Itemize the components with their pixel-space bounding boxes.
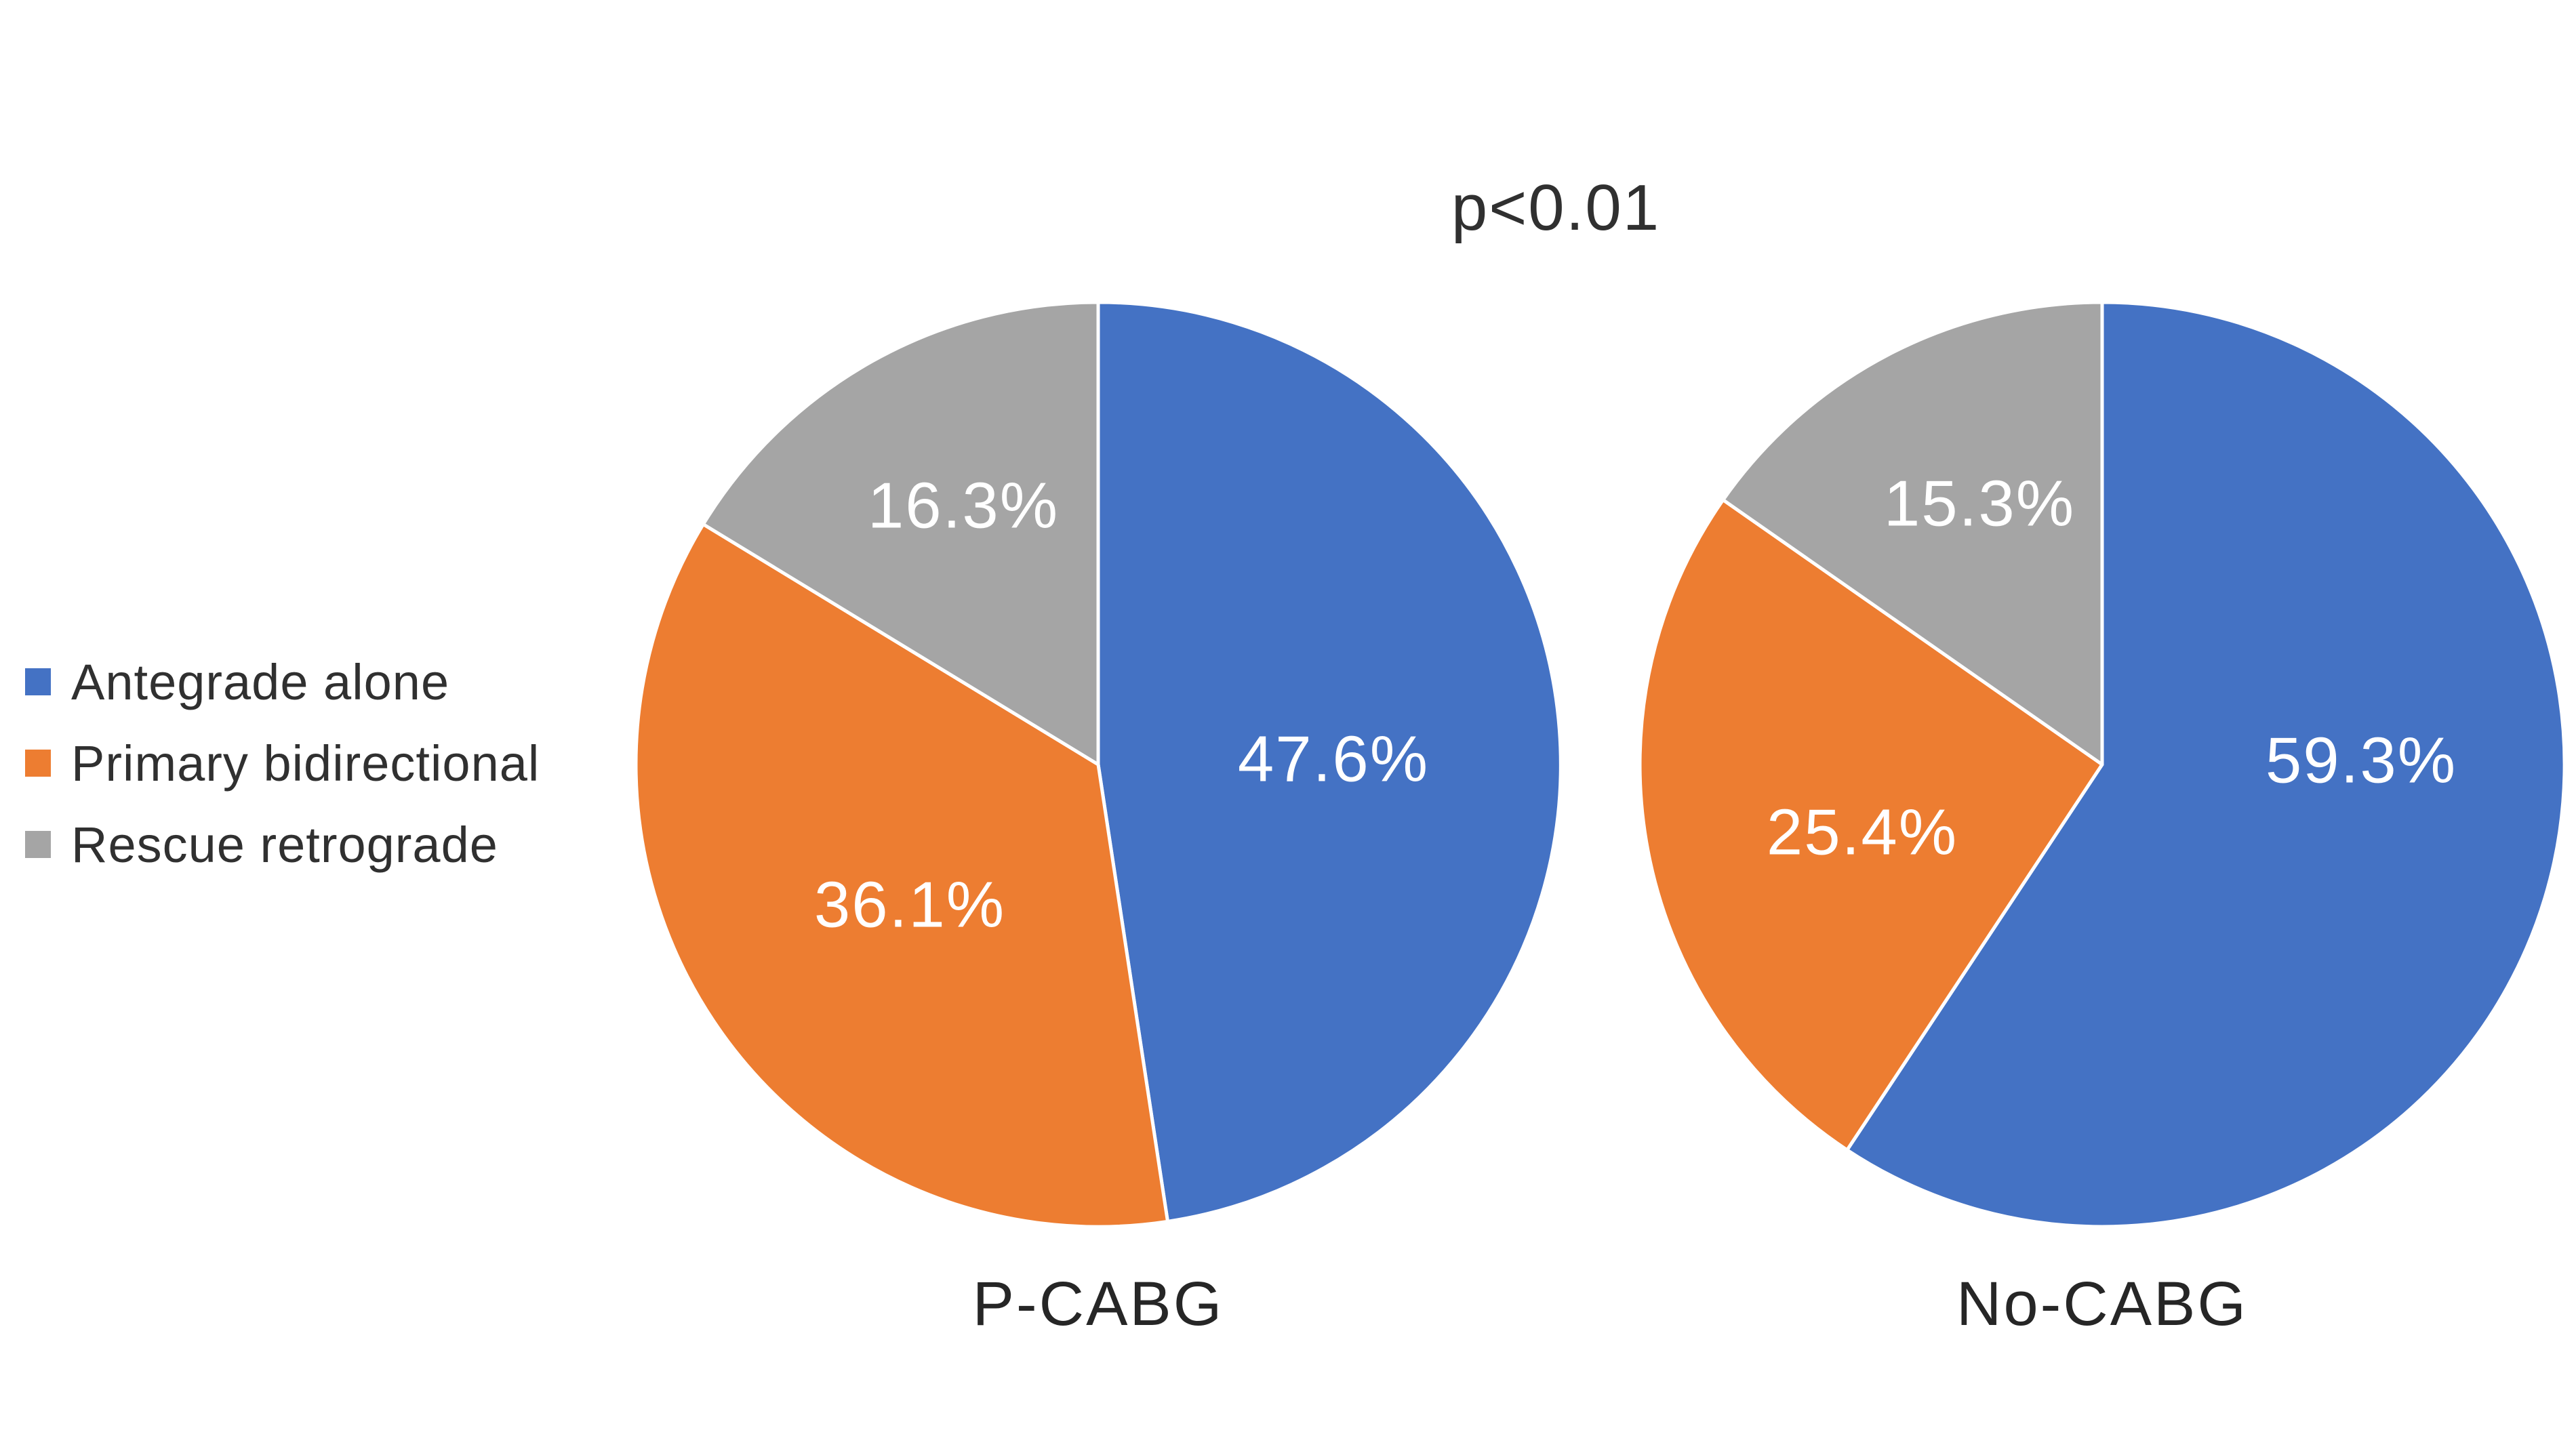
- pie-svg: 59.3% 25.4% 15.3%: [1638, 300, 2567, 1229]
- pie-slice: [701, 300, 1100, 767]
- pie-slice: [1845, 300, 2567, 1229]
- legend-item-rescue-retrograde: Rescue retrograde: [25, 815, 540, 874]
- category-label-p-cabg: P-CABG: [972, 1269, 1224, 1339]
- legend-swatch-antegrade-alone-icon: [25, 668, 51, 695]
- legend-label-antegrade-alone: Antegrade alone: [71, 653, 450, 710]
- pie-slice: [1721, 300, 2104, 767]
- slice-label: 59.3%: [2266, 724, 2457, 797]
- legend-swatch-primary-bidirectional-icon: [25, 750, 51, 777]
- pie-chart-p-cabg: 47.6% 36.1% 16.3%: [633, 300, 1563, 1229]
- pie-slice: [634, 523, 1169, 1229]
- pie-slice: [1638, 498, 2104, 1152]
- category-label-no-cabg: No-CABG: [1956, 1269, 2248, 1339]
- pie-svg: 47.6% 36.1% 16.3%: [634, 300, 1563, 1229]
- legend-label-primary-bidirectional: Primary bidirectional: [71, 735, 540, 792]
- legend: Antegrade alone Primary bidirectional Re…: [25, 652, 540, 896]
- slice-label: 25.4%: [1767, 796, 1958, 869]
- slice-label: 36.1%: [814, 869, 1005, 941]
- slice-label: 16.3%: [868, 470, 1059, 542]
- legend-item-antegrade-alone: Antegrade alone: [25, 652, 540, 712]
- slice-label: 15.3%: [1884, 468, 2075, 540]
- slice-label: 47.6%: [1238, 723, 1429, 796]
- legend-swatch-rescue-retrograde-icon: [25, 831, 51, 858]
- pie-slice: [1096, 300, 1563, 1223]
- legend-label-rescue-retrograde: Rescue retrograde: [71, 816, 498, 873]
- legend-item-primary-bidirectional: Primary bidirectional: [25, 733, 540, 793]
- pie-chart-no-cabg: 59.3% 25.4% 15.3%: [1637, 300, 2567, 1229]
- chart-title: p<0.01: [1451, 171, 1661, 244]
